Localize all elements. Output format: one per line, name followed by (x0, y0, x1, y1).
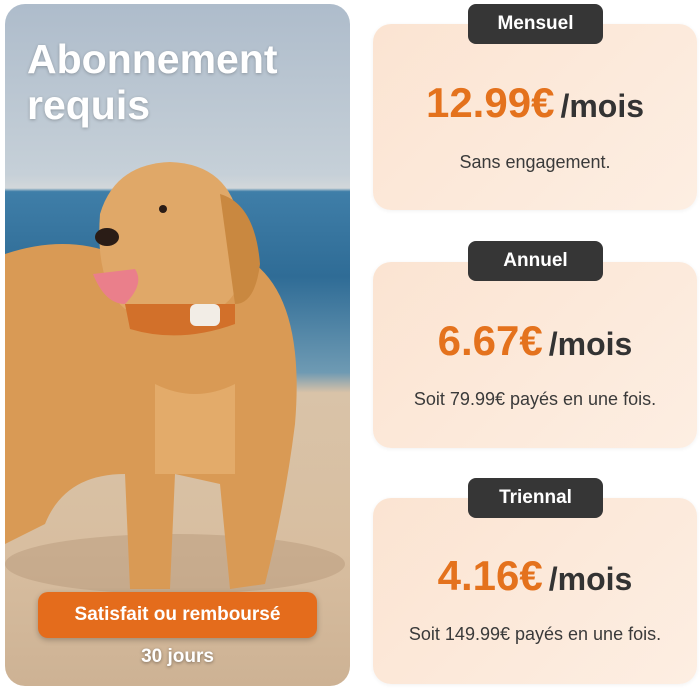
plan-price: 12.99€ (425, 79, 555, 126)
plan-note: Soit 149.99€ payés en une fois. (408, 624, 662, 644)
plan-card-monthly[interactable]: 12.99€/mois Sans engagement. (373, 24, 697, 210)
plan-note: Sans engagement. (459, 152, 611, 172)
plan-card-annual[interactable]: 6.67€/mois Soit 79.99€ payés en une fois… (373, 262, 697, 448)
plan-period: /mois (548, 561, 633, 597)
plan-badge-triennial: Triennal (468, 478, 603, 518)
plan-note: Soit 79.99€ payés en une fois. (413, 389, 657, 409)
hero-title: Abonnement requis (27, 36, 278, 128)
plan-price: 6.67€ (437, 317, 543, 364)
guarantee-duration: 30 jours (141, 646, 214, 667)
plan-price: 4.16€ (437, 552, 543, 599)
plan-period: /mois (548, 326, 633, 362)
plan-badge-monthly: Mensuel (468, 4, 603, 44)
hero-title-line1: Abonnement (27, 36, 278, 82)
plan-card-triennial[interactable]: 4.16€/mois Soit 149.99€ payés en une foi… (373, 498, 697, 684)
plan-period: /mois (560, 88, 645, 124)
plan-badge-annual: Annuel (468, 241, 603, 281)
hero-title-line2: requis (27, 82, 151, 128)
guarantee-badge: Satisfait ou remboursé (38, 592, 317, 638)
hero-image-panel: Abonnement requis Satisfait ou remboursé… (5, 4, 350, 686)
dog-illustration (5, 162, 345, 594)
